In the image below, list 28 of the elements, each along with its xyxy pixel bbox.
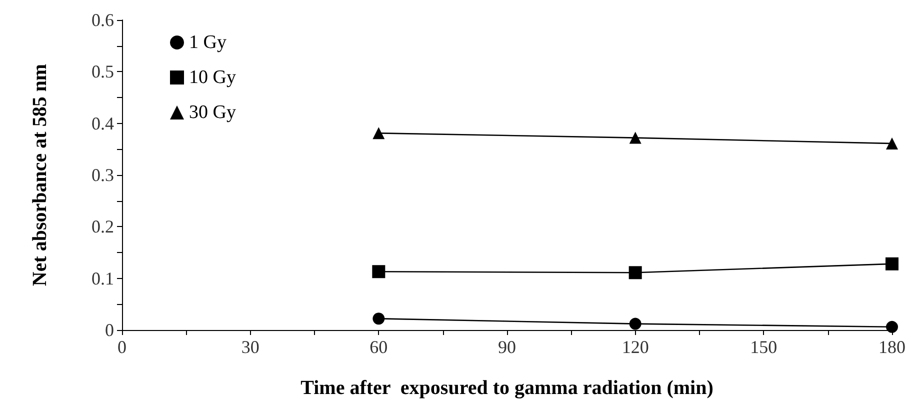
- legend-label: 1 Gy: [189, 32, 227, 53]
- point: [629, 132, 642, 144]
- y-tick-label: 0.3: [92, 165, 114, 185]
- point: [628, 266, 642, 280]
- point: [372, 265, 386, 278]
- y-tick-label: 0.1: [92, 268, 114, 288]
- x-tick-label: 180: [878, 337, 906, 357]
- legend-label: 30 Gy: [189, 102, 236, 123]
- y-axis-title: Net absorbance at 585 nm: [29, 64, 51, 286]
- legend-label: 10 Gy: [189, 67, 236, 88]
- x-tick-label: 120: [622, 337, 649, 357]
- y-tick-label: 0.4: [92, 113, 114, 134]
- y-tick-label: 0.6: [92, 10, 114, 30]
- point: [629, 318, 642, 330]
- point: [886, 257, 898, 270]
- x-tick-label: 90: [498, 337, 516, 357]
- point: [372, 127, 385, 140]
- y-tick-label: 0.5: [92, 62, 114, 82]
- point: [372, 312, 385, 325]
- x-tick-label: 150: [750, 337, 778, 357]
- y-tick-label: 0.2: [92, 216, 114, 237]
- x-tick-label: 0: [118, 337, 126, 357]
- x-axis-title: Time after exposured to gamma radiation (min): [300, 377, 714, 399]
- y-tick-label: 0: [105, 320, 114, 340]
- point: [886, 137, 898, 150]
- x-tick-label: 60: [370, 337, 388, 357]
- x-tick-label: 30: [241, 337, 260, 357]
- point: [886, 320, 898, 333]
